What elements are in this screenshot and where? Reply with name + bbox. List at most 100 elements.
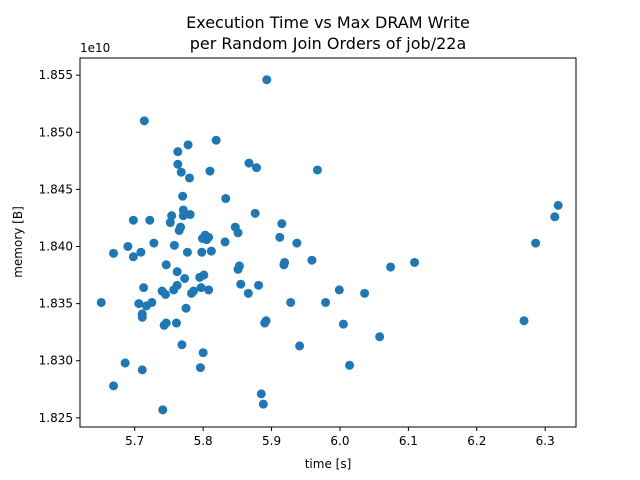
scatter-point	[145, 215, 155, 225]
scatter-point	[519, 316, 529, 326]
scatter-point	[204, 285, 214, 295]
x-tick-label: 5.8	[194, 434, 213, 448]
y-tick-label: 1.845	[39, 182, 73, 196]
scatter-point	[386, 262, 396, 272]
scatter-point	[307, 255, 317, 265]
scatter-point	[167, 211, 177, 221]
scatter-point	[360, 288, 370, 298]
scatter-point	[254, 280, 264, 290]
chart-title-line1: Execution Time vs Max DRAM Write	[186, 13, 470, 32]
scatter-point	[236, 279, 246, 289]
scatter-point	[161, 260, 171, 270]
scatter-point	[553, 200, 563, 210]
scatter-point	[261, 316, 271, 326]
scatter-point	[243, 288, 253, 298]
scatter-point	[139, 283, 149, 293]
scatter-point	[134, 299, 144, 309]
scatter-point	[178, 205, 188, 215]
y-tick-label: 1.855	[39, 68, 73, 82]
scatter-point	[220, 237, 230, 247]
y-tick-label: 1.835	[39, 297, 73, 311]
scatter-point	[334, 285, 344, 295]
scatter-point	[136, 247, 146, 257]
scatter-point	[181, 303, 191, 313]
scatter-point	[286, 297, 296, 307]
scatter-point	[165, 218, 175, 228]
scatter-point	[137, 365, 147, 375]
scatter-point	[147, 297, 157, 307]
y-offset-label: 1e10	[80, 41, 110, 55]
scatter-point	[338, 319, 348, 329]
scatter-point	[234, 261, 244, 271]
scatter-point	[109, 381, 119, 391]
x-axis-label: time [s]	[305, 457, 352, 471]
scatter-point	[233, 228, 243, 238]
x-axis-ticks: 5.7 5.8 5.9 6.0 6.1 6.2 6.3	[125, 427, 555, 448]
scatter-point	[211, 135, 221, 145]
scatter-point	[185, 210, 195, 220]
scatter-point	[262, 75, 272, 85]
plot-frame	[79, 57, 577, 428]
scatter-point	[178, 191, 188, 201]
scatter-point	[206, 246, 216, 256]
scatter-point	[184, 173, 194, 183]
scatter-point	[158, 405, 168, 415]
scatter-point	[176, 222, 186, 232]
scatter-point	[550, 212, 560, 222]
scatter-point	[275, 232, 285, 242]
scatter-point	[176, 167, 186, 177]
scatter-point	[250, 208, 260, 218]
scatter-point	[180, 273, 190, 283]
x-tick-label: 6.3	[536, 434, 555, 448]
scatter-point	[221, 194, 231, 204]
scatter-point	[177, 340, 187, 350]
scatter-point	[375, 332, 385, 342]
scatter-point	[128, 252, 138, 262]
scatter-point	[128, 215, 138, 225]
scatter-point	[198, 348, 208, 358]
scatter-point	[531, 238, 541, 248]
scatter-point	[295, 341, 305, 351]
scatter-point	[161, 318, 171, 328]
scatter-point	[109, 248, 119, 258]
scatter-point	[321, 297, 331, 307]
x-tick-label: 6.1	[399, 434, 418, 448]
scatter-point	[199, 270, 209, 280]
scatter-point	[256, 389, 266, 399]
x-tick-label: 6.0	[330, 434, 349, 448]
scatter-point	[173, 147, 183, 157]
scatter-point	[171, 318, 181, 328]
x-tick-label: 5.7	[125, 434, 144, 448]
scatter-point	[120, 358, 130, 368]
scatter-point	[197, 247, 207, 257]
scatter-point	[161, 289, 171, 299]
scatter-point	[169, 240, 179, 250]
scatter-point	[244, 158, 254, 168]
scatter-point	[312, 165, 322, 175]
scatter-point	[292, 238, 302, 248]
scatter-point	[149, 238, 159, 248]
scatter-point	[195, 363, 205, 373]
scatter-point	[137, 312, 147, 322]
scatter-point	[277, 219, 287, 229]
scatter-point	[172, 267, 182, 277]
y-tick-label: 1.850	[39, 125, 73, 139]
scatter-point	[345, 360, 355, 370]
y-tick-label: 1.830	[39, 354, 73, 368]
scatter-point	[410, 257, 420, 267]
data-points	[96, 75, 563, 415]
scatter-point	[204, 232, 214, 242]
scatter-point	[96, 297, 106, 307]
scatter-point	[280, 257, 290, 267]
scatter-point	[252, 163, 262, 173]
scatter-point	[139, 116, 149, 126]
y-axis-ticks: 1.825 1.830 1.835 1.840 1.845 1.850 1.855	[39, 68, 80, 425]
scatter-point	[196, 283, 206, 293]
scatter-point	[205, 166, 215, 176]
scatter-point	[189, 286, 199, 296]
y-tick-label: 1.840	[39, 239, 73, 253]
scatter-point	[172, 280, 182, 290]
x-tick-label: 6.2	[467, 434, 486, 448]
y-axis-label: memory [B]	[11, 206, 25, 278]
